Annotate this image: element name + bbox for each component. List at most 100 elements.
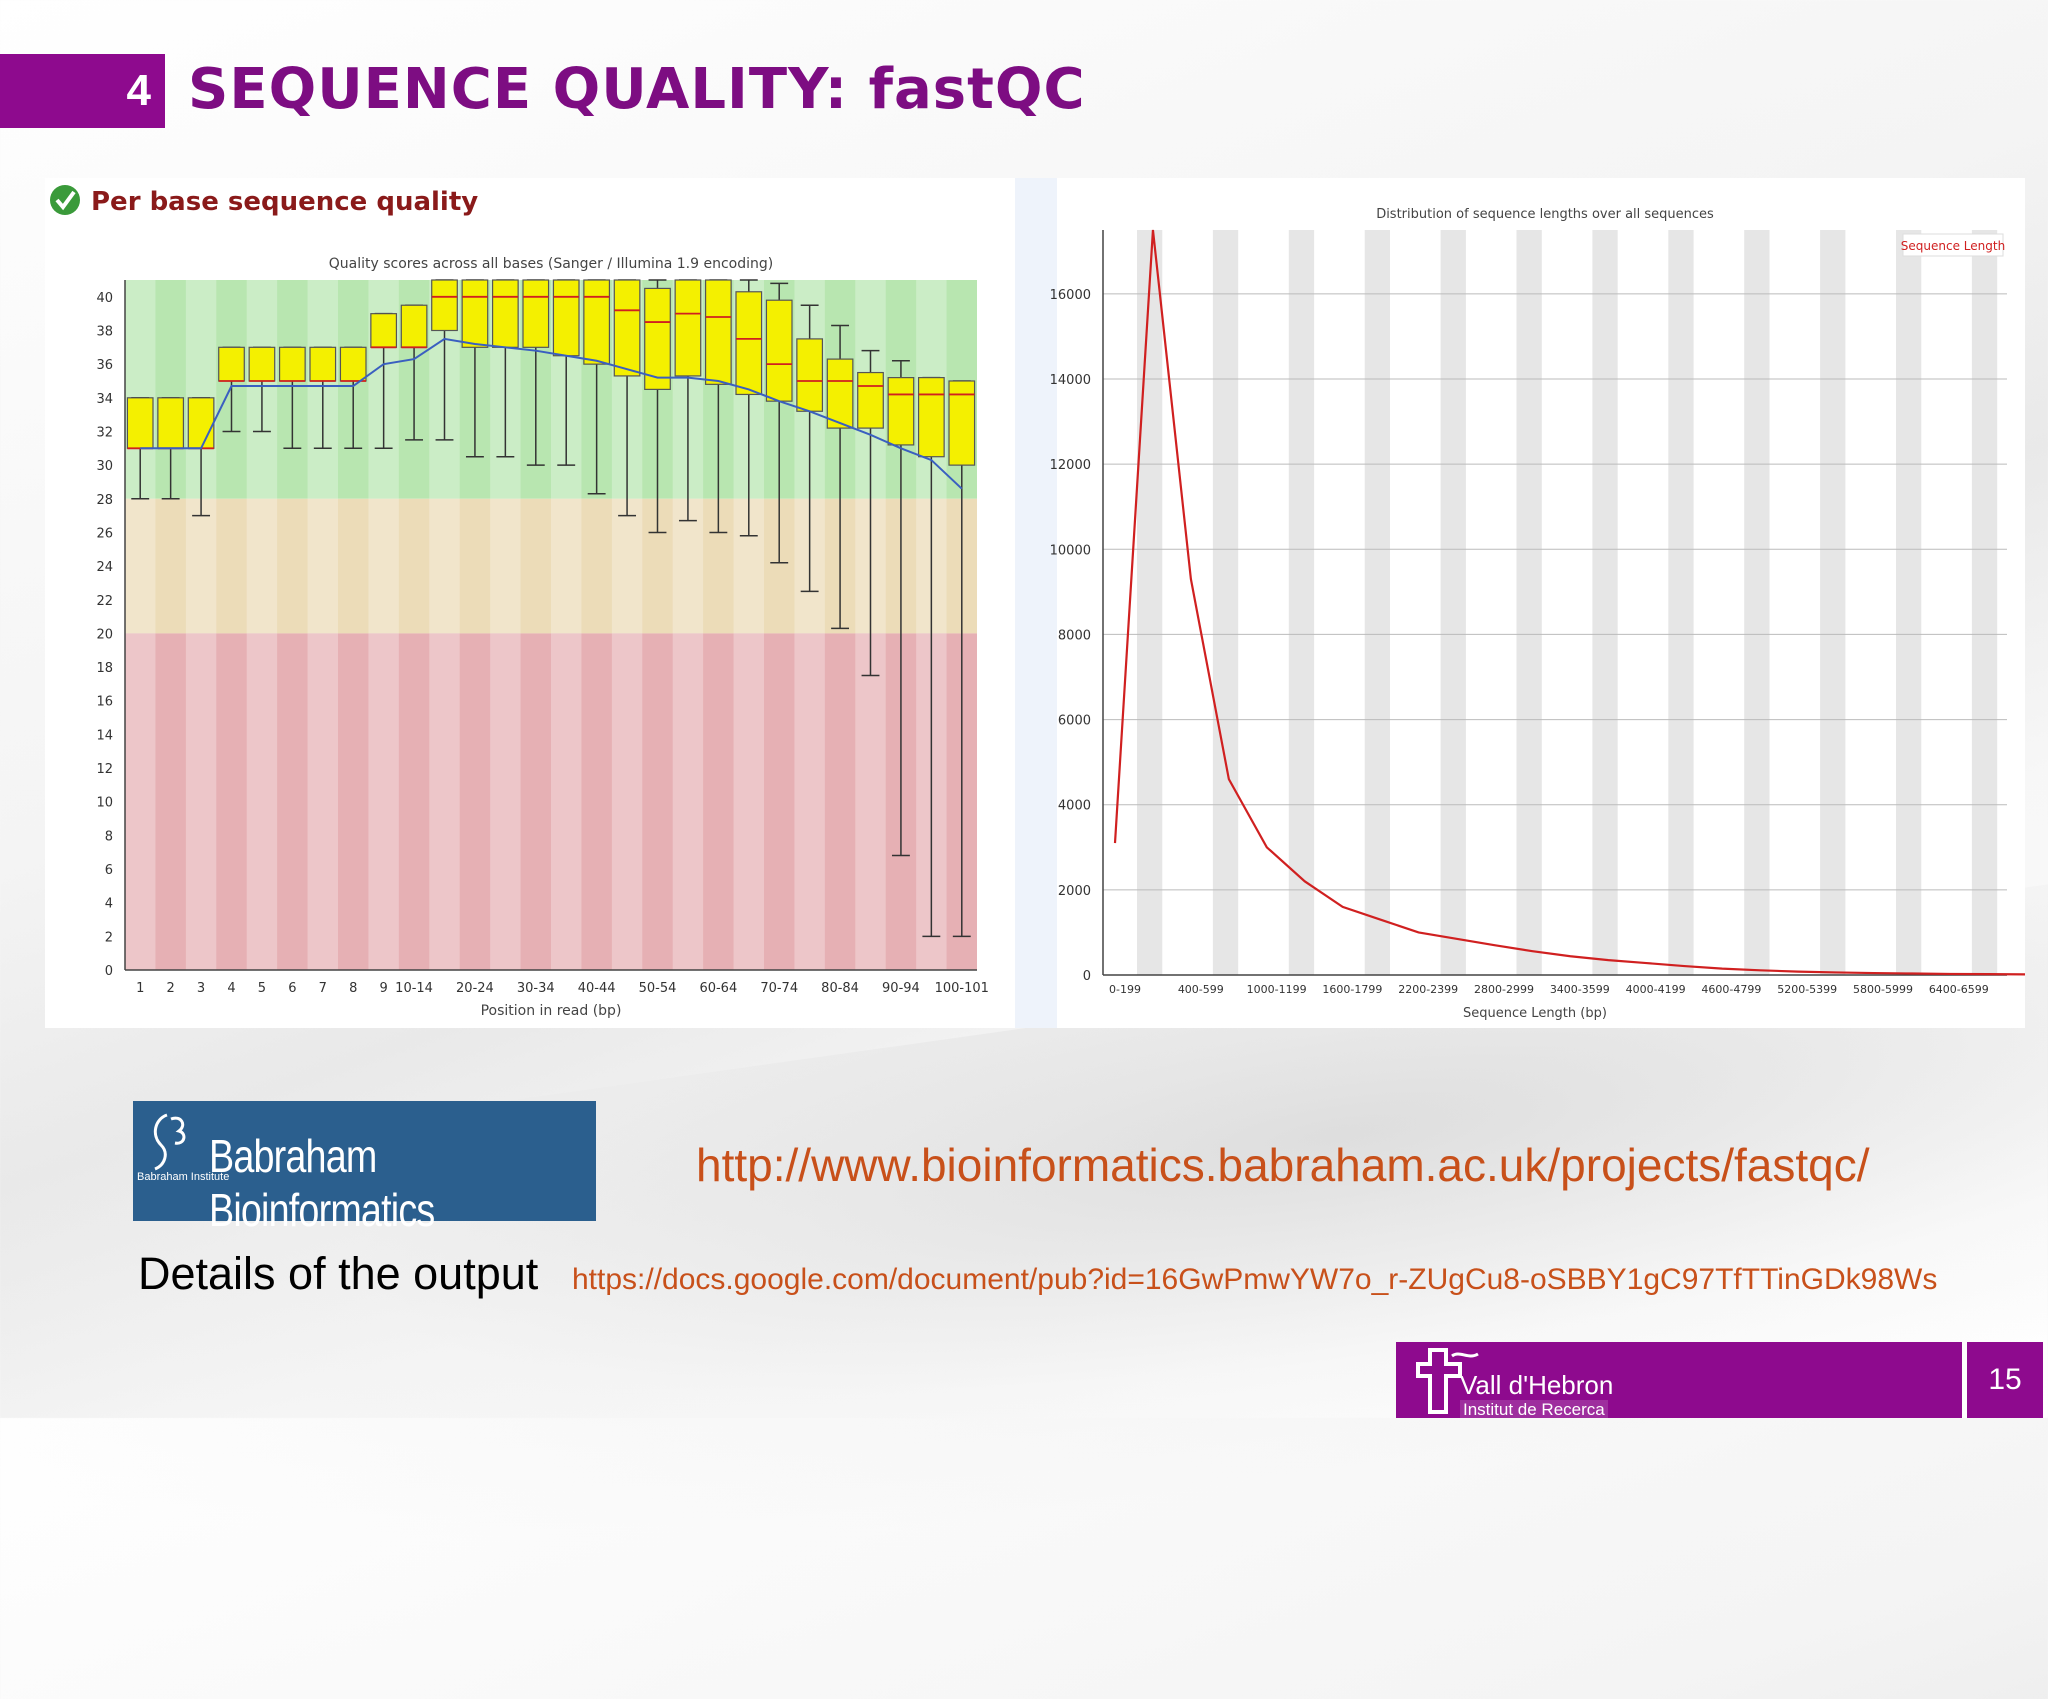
vhir-subtitle: Institut de Recerca <box>1460 1400 1608 1420</box>
y-tick-label: 10000 <box>1050 543 1091 558</box>
box <box>278 346 306 382</box>
page-number: 15 <box>1967 1342 2043 1418</box>
box <box>704 279 732 385</box>
y-tick-label: 14 <box>96 728 113 743</box>
box <box>400 304 428 348</box>
column-stripe <box>1137 230 1163 975</box>
box <box>887 377 915 446</box>
x-tick-label: 8 <box>349 981 357 996</box>
column-stripe <box>1668 230 1694 975</box>
box <box>339 346 367 382</box>
zone-stripe <box>611 633 643 970</box>
box <box>218 346 245 382</box>
box <box>431 279 458 332</box>
x-tick-label: 60-64 <box>699 981 737 996</box>
zone-stripe <box>307 498 338 634</box>
box <box>187 397 215 449</box>
series-line <box>1113 229 2025 976</box>
x-tick-label: 40-44 <box>578 981 616 996</box>
x-tick-label: 6 <box>288 981 296 996</box>
y-tick-label: 26 <box>96 526 113 541</box>
box <box>644 287 671 390</box>
x-tick-label: 70-74 <box>760 981 798 996</box>
quality-box-chart: Per base sequence quality 02468101214161… <box>50 185 989 1019</box>
x-tick-label: 5800-5999 <box>1853 983 1913 996</box>
babraham-name: Babraham Bioinformatics <box>209 1130 435 1236</box>
mean-line <box>140 337 963 490</box>
y-tick-label: 2 <box>105 930 113 945</box>
panel-strip <box>1015 178 1057 1028</box>
chart-heading: Per base sequence quality <box>91 187 478 217</box>
box <box>461 279 489 348</box>
y-tick-label: 38 <box>96 324 113 339</box>
fastqc-link[interactable]: http://www.bioinformatics.babraham.ac.uk… <box>696 1139 1870 1191</box>
x-tick-label: 2 <box>167 981 175 996</box>
section-number: 4 <box>0 54 165 128</box>
quality-chart-panel: Per base sequence quality 0 2 4 6 8 10 12 14 16 1… <box>45 178 1015 1028</box>
x-tick-label: 2800-2999 <box>1474 983 1534 996</box>
x-tick-label: 3400-3599 <box>1550 983 1610 996</box>
details-label: Details of the output <box>138 1248 539 1299</box>
y-tick-label: 34 <box>96 392 113 407</box>
zone-stripe <box>794 633 825 970</box>
y-tick-label: 0 <box>105 964 113 979</box>
length-line-chart: 0 2000 4000 6000 8000 10000 12000 14000 16000 Dis… <box>1050 207 2025 1021</box>
x-tick-label: 4000-4199 <box>1626 983 1686 996</box>
zone-stripe <box>551 498 582 634</box>
x-tick-label: 400-599 <box>1178 983 1224 996</box>
vhir-logo: Vall d'Hebron Institut de Recerca <box>1396 1342 1962 1420</box>
column-stripe <box>1288 230 1315 975</box>
y-tick-label: 20 <box>96 627 113 642</box>
y-tick-label: 2000 <box>1058 884 1091 899</box>
column-stripe <box>1744 230 1770 975</box>
docs-link[interactable]: https://docs.google.com/document/pub?id=… <box>572 1263 1938 1296</box>
x-axis-label: Sequence Length (bp) <box>1463 1006 1607 1021</box>
x-tick-label: 5200-5399 <box>1777 983 1837 996</box>
box <box>613 279 641 377</box>
x-tick-label: 3 <box>197 981 205 996</box>
legend-box <box>1902 233 2004 257</box>
zone-stripe <box>307 633 338 970</box>
babraham-logo: Babraham Institute Babraham Bioinformati… <box>133 1101 596 1236</box>
x-tick-label: 100-101 <box>935 981 989 996</box>
zone-stripe <box>490 633 521 970</box>
column-stripe <box>1592 230 1618 975</box>
box <box>917 377 945 458</box>
zone-stripe <box>611 498 643 634</box>
x-tick-label: 7 <box>319 981 327 996</box>
length-chart-panel: 0 2000 4000 6000 8000 10000 12000 14000 16000 Dis… <box>1015 178 2025 1028</box>
column-stripe <box>1440 230 1466 975</box>
column-stripe <box>1820 230 1846 975</box>
babraham-mark-icon <box>153 1113 186 1171</box>
zone-stripe <box>733 633 764 970</box>
x-tick-label: 1600-1799 <box>1322 983 1382 996</box>
x-tick-label: 0-199 <box>1109 983 1141 996</box>
x-tick-label: 4600-4799 <box>1701 983 1761 996</box>
zone-stripe <box>368 633 399 970</box>
box <box>491 279 519 348</box>
zone-stripe <box>855 633 886 970</box>
box <box>674 279 702 377</box>
box <box>796 338 824 412</box>
chart-title: Quality scores across all bases (Sanger … <box>329 256 773 272</box>
y-tick-label: 8 <box>105 829 113 844</box>
zone-stripe <box>246 633 278 970</box>
y-tick-label: 30 <box>96 459 113 474</box>
y-tick-label: 6000 <box>1058 714 1091 729</box>
zone-stripe <box>429 498 460 634</box>
x-tick-label: 6400-6599 <box>1929 983 1989 996</box>
y-tick-label: 16000 <box>1050 288 1091 303</box>
zone-stripe <box>672 633 704 970</box>
x-tick-label: 20-24 <box>456 981 494 996</box>
y-tick-label: 0 <box>1083 969 1091 984</box>
y-tick-label: 14000 <box>1050 373 1091 388</box>
zone-stripe <box>125 498 156 634</box>
zone-stripe <box>185 498 217 634</box>
x-tick-label: 90-94 <box>882 981 920 996</box>
vhir-name: Vall d'Hebron <box>1460 1370 1614 1400</box>
x-tick-label: 5 <box>258 981 266 996</box>
y-tick-label: 4000 <box>1058 799 1091 814</box>
zone-stripe <box>429 633 460 970</box>
box <box>248 346 276 382</box>
zone-stripe <box>246 498 278 634</box>
